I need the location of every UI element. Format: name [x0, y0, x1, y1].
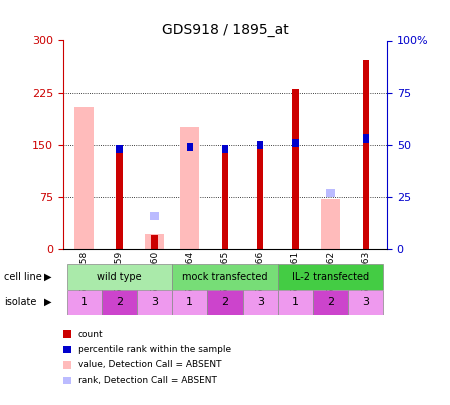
Text: 3: 3	[362, 297, 369, 307]
Text: mock transfected: mock transfected	[182, 272, 268, 282]
Bar	[363, 134, 369, 143]
Title: GDS918 / 1895_at: GDS918 / 1895_at	[162, 23, 288, 37]
Bar	[348, 290, 383, 315]
Text: ▶: ▶	[44, 297, 51, 307]
Bar	[292, 89, 299, 249]
Text: 1: 1	[81, 297, 88, 307]
Text: IL-2 transfected: IL-2 transfected	[292, 272, 369, 282]
Bar	[363, 60, 369, 249]
Bar	[116, 145, 122, 153]
Bar	[137, 290, 172, 315]
Bar	[326, 189, 335, 197]
Bar	[278, 264, 383, 290]
Bar	[207, 290, 243, 315]
Bar	[67, 290, 102, 315]
Bar	[321, 199, 340, 249]
Text: 1: 1	[186, 297, 194, 307]
Bar	[292, 139, 299, 147]
Text: 2: 2	[116, 297, 123, 307]
Bar	[257, 146, 263, 249]
Bar	[74, 107, 94, 249]
Bar	[180, 128, 199, 249]
Text: rank, Detection Call = ABSENT: rank, Detection Call = ABSENT	[78, 376, 217, 385]
Text: isolate: isolate	[4, 297, 37, 307]
Text: wild type: wild type	[97, 272, 142, 282]
Bar	[151, 235, 158, 249]
Bar	[67, 264, 172, 290]
Text: 3: 3	[151, 297, 158, 307]
Bar	[145, 234, 164, 249]
Text: ▶: ▶	[44, 272, 51, 282]
Bar	[187, 143, 193, 151]
Bar	[243, 290, 278, 315]
Bar	[313, 290, 348, 315]
Text: count: count	[78, 330, 104, 339]
Bar	[172, 290, 207, 315]
Bar	[116, 150, 122, 249]
Bar	[102, 290, 137, 315]
Text: 3: 3	[256, 297, 264, 307]
Bar	[257, 141, 263, 149]
Text: 2: 2	[221, 297, 229, 307]
Text: value, Detection Call = ABSENT: value, Detection Call = ABSENT	[78, 360, 221, 369]
Bar	[150, 211, 159, 220]
Text: percentile rank within the sample: percentile rank within the sample	[78, 345, 231, 354]
Bar	[222, 150, 228, 249]
Bar	[172, 264, 278, 290]
Text: 2: 2	[327, 297, 334, 307]
Bar	[278, 290, 313, 315]
Text: 1: 1	[292, 297, 299, 307]
Bar	[222, 145, 228, 153]
Text: cell line: cell line	[4, 272, 42, 282]
